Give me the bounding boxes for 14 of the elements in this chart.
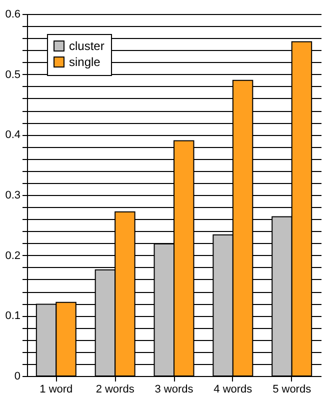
x-tick-label: 3 words [154,384,194,396]
y-tick-label: 0.4 [5,129,20,142]
legend-label: single [69,55,101,69]
legend-label: cluster [69,39,104,53]
y-tick-label: 0.1 [5,310,20,322]
x-tick-label: 5 words [272,384,312,396]
y-tick-label: 0 [14,370,20,382]
x-tick-label: 4 words [214,384,253,396]
y-tick-label: 0.3 [5,190,20,202]
y-tick-label: 0.2 [5,250,20,262]
y-tick-label: 0.6 [5,8,20,20]
y-tick-label: 0.5 [5,68,20,81]
x-tick-label: 1 word [40,384,73,396]
x-tick-label: 2 words [96,384,135,396]
